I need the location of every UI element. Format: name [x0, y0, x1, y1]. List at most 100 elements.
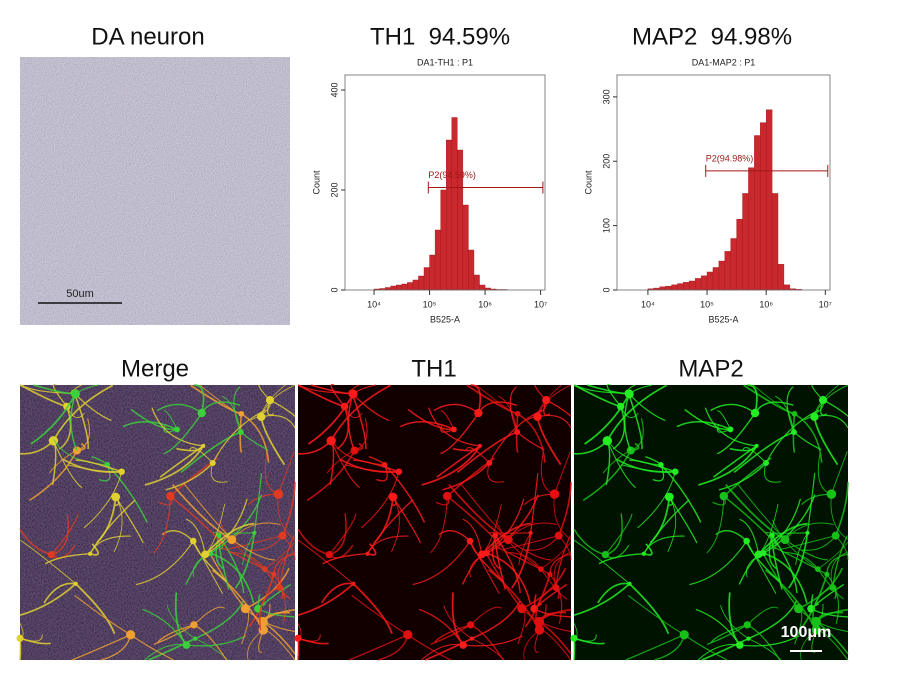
neurite — [231, 539, 275, 561]
neurite — [470, 606, 502, 626]
chart-title: DA1-TH1 : P1 — [417, 57, 473, 67]
soma — [325, 550, 333, 559]
histogram-bar — [429, 254, 436, 291]
neurite — [598, 553, 644, 565]
histogram-bar — [396, 284, 402, 291]
soma — [237, 429, 244, 436]
soma — [16, 634, 24, 642]
neurite — [239, 413, 243, 453]
histogram-bar — [783, 284, 791, 291]
neurite — [281, 481, 296, 536]
soma — [528, 530, 533, 535]
neurite — [367, 535, 409, 554]
soma — [71, 389, 80, 399]
soma — [746, 636, 751, 641]
histogram-bar — [706, 271, 714, 291]
soma — [727, 426, 734, 433]
soma — [174, 426, 180, 433]
neurite — [440, 410, 455, 430]
neurite — [429, 496, 448, 554]
neurite — [792, 413, 796, 453]
neurite — [29, 450, 78, 501]
histogram-bar — [683, 282, 690, 291]
neurite — [328, 513, 357, 555]
soma — [350, 446, 359, 455]
soma — [492, 532, 499, 538]
soma — [240, 604, 250, 614]
soma — [182, 641, 191, 649]
neurite — [277, 551, 296, 588]
histogram-bar — [462, 204, 469, 291]
histogram-bar — [777, 264, 785, 291]
histogram-bar — [689, 280, 696, 291]
soma — [466, 537, 474, 545]
neurite — [204, 522, 255, 555]
neurite — [135, 540, 194, 586]
neurite — [643, 535, 685, 554]
scale-bar-label: 100μm — [781, 624, 832, 641]
x-tick-label: 10⁵ — [423, 299, 437, 309]
neurite — [573, 634, 597, 642]
neurite — [555, 535, 571, 588]
neurite — [367, 543, 377, 556]
neurite — [440, 424, 455, 433]
image-label: TH1 — [411, 355, 456, 382]
neurite — [710, 403, 756, 414]
neurite — [535, 586, 557, 631]
neurite — [306, 450, 356, 501]
neurite — [765, 409, 820, 464]
neurite — [67, 464, 122, 473]
neurite — [348, 634, 409, 661]
soma — [261, 566, 268, 572]
x-tick-label: 10⁴ — [367, 299, 381, 309]
neurite — [212, 409, 266, 464]
neurite — [351, 392, 367, 450]
heading: DA neuron — [91, 23, 204, 50]
x-tick-label: 10⁵ — [700, 299, 714, 309]
neurite — [259, 586, 281, 631]
neurite — [606, 440, 636, 489]
histogram-bar — [401, 283, 408, 291]
neurite — [606, 438, 661, 466]
y-tick-label: 400 — [329, 82, 339, 97]
neurite — [511, 532, 532, 589]
gate-label: P2(94.59%) — [428, 170, 476, 180]
soma — [641, 551, 647, 556]
image-label: MAP2 — [678, 355, 743, 382]
neurite — [716, 410, 731, 430]
soma — [679, 630, 689, 640]
neurite — [667, 496, 677, 552]
soma — [216, 532, 222, 538]
neurite — [757, 522, 808, 555]
neurite — [597, 582, 630, 604]
histogram-bar — [754, 135, 761, 291]
histogram-bar — [434, 229, 441, 291]
soma — [201, 550, 210, 559]
histogram-bar — [390, 285, 397, 291]
y-tick-label: 0 — [601, 287, 611, 292]
soma — [395, 468, 403, 475]
neurite — [710, 624, 748, 643]
neurite — [434, 624, 471, 643]
x-tick-label: 10⁷ — [819, 299, 832, 309]
neurite — [515, 413, 519, 453]
soma — [627, 581, 632, 586]
neurite — [832, 535, 848, 588]
histogram-bar — [659, 286, 666, 291]
neurite — [157, 624, 195, 643]
neurite — [504, 535, 559, 550]
soma — [271, 571, 277, 577]
neurite — [210, 462, 228, 483]
soma — [87, 551, 93, 556]
neurite — [19, 634, 43, 642]
histogram-bar — [479, 284, 486, 291]
neurite — [442, 462, 490, 491]
neurite — [407, 408, 454, 431]
soma — [791, 410, 798, 417]
neurite — [625, 634, 685, 661]
neurite — [273, 573, 287, 624]
neurite — [240, 413, 270, 463]
soma — [201, 443, 206, 448]
neurite — [784, 539, 828, 561]
